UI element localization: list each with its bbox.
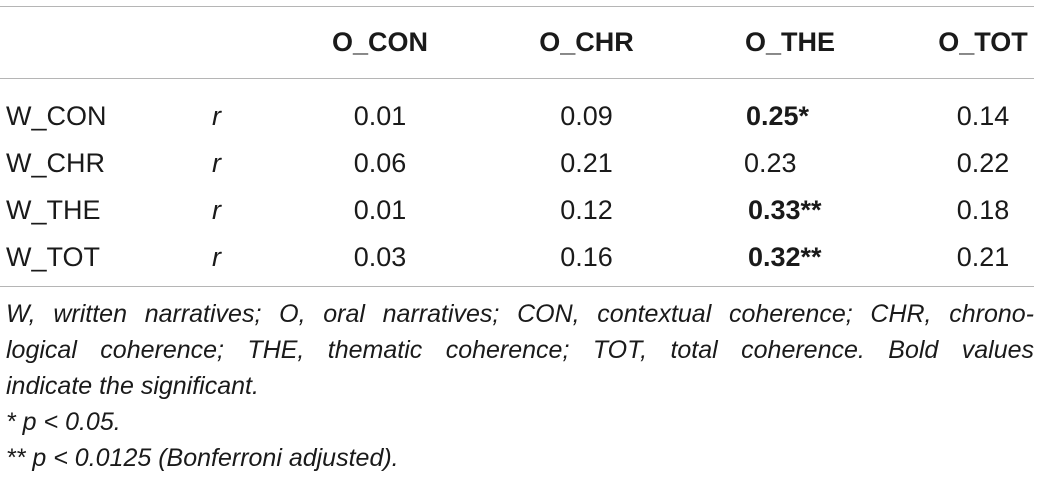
table-cell: 0.03	[353, 242, 407, 272]
table-cell: 0.21	[956, 242, 1010, 272]
table-cell: 0.16	[560, 242, 613, 272]
row-stat-label: r	[212, 195, 221, 225]
table-header-rule	[0, 78, 1034, 79]
row-label-w-tot: W_TOT	[6, 242, 100, 272]
table-cell: 0.12	[560, 195, 613, 225]
abbreviation-note-line-2: logical coherence; THE, thematic coheren…	[6, 336, 1034, 364]
column-header-o-chr: O_CHR	[539, 27, 634, 57]
column-header-o-con: O_CON	[331, 27, 429, 57]
row-stat-label: r	[212, 101, 221, 131]
row-label-w-chr: W_CHR	[6, 148, 105, 178]
row-stat-label: r	[212, 148, 221, 178]
table-cell: 0.23	[744, 148, 797, 178]
abbreviation-note-line-1: W, written narratives; O, oral narrative…	[6, 300, 1034, 328]
table-bottom-rule	[0, 286, 1034, 287]
table-cell: 0.06	[353, 148, 407, 178]
column-header-o-the: O_THE	[744, 27, 836, 57]
table-cell-significant: 0.33**	[748, 195, 822, 225]
abbreviation-note-line-3: indicate the significant.	[6, 372, 259, 400]
table-top-rule	[0, 6, 1034, 7]
table-cell: 0.14	[956, 101, 1010, 131]
table-cell: 0.01	[353, 101, 407, 131]
table-cell: 0.18	[956, 195, 1010, 225]
table-cell: 0.21	[560, 148, 613, 178]
table-cell-significant: 0.25*	[746, 101, 810, 131]
table-cell: 0.22	[956, 148, 1010, 178]
significance-footnote-005: * p < 0.05.	[6, 408, 121, 436]
row-stat-label: r	[212, 242, 221, 272]
significance-footnote-00125: ** p < 0.0125 (Bonferroni adjusted).	[6, 444, 399, 472]
table-cell: 0.01	[353, 195, 407, 225]
table-cell: 0.09	[560, 101, 613, 131]
table-footnotes: W, written narratives; O, oral narrative…	[6, 296, 1034, 476]
column-header-o-tot: O_TOT	[938, 27, 1028, 57]
row-label-w-the: W_THE	[6, 195, 101, 225]
row-label-w-con: W_CON	[6, 101, 107, 131]
table-cell-significant: 0.32**	[748, 242, 822, 272]
